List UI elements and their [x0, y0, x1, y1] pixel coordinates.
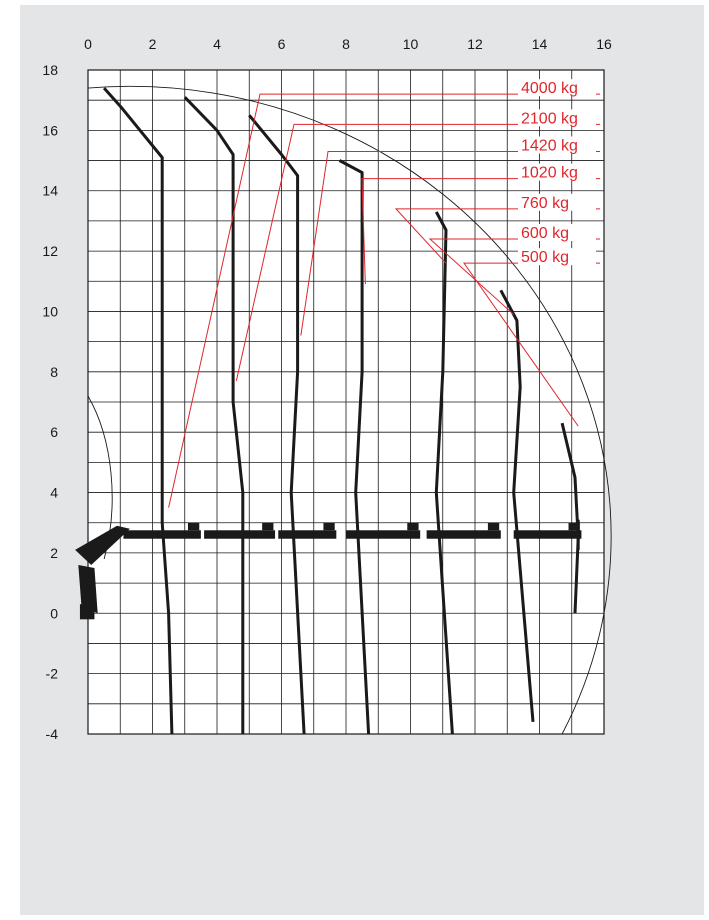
- load-label: 760 kg: [521, 195, 569, 212]
- boom-column: [78, 564, 98, 614]
- load-curve: [499, 289, 535, 723]
- load-labels: 4000 kg 2100 kg 1420 kg 1020 kg 760 kg 600 kg…: [168, 79, 600, 508]
- load-label: 2100 kg: [521, 110, 578, 127]
- boom-knuckle: [75, 525, 130, 565]
- x-tick-label: 16: [596, 36, 612, 52]
- load-curves: [102, 87, 580, 735]
- y-tick-label: 8: [50, 364, 58, 380]
- boom-section: [513, 530, 582, 539]
- x-tick-label: 10: [403, 36, 419, 52]
- label-background: [518, 163, 596, 181]
- boom-section-tip: [187, 522, 200, 531]
- outer-reach-arc: [87, 85, 612, 735]
- y-tick-label: 18: [42, 62, 58, 78]
- label-background: [518, 248, 596, 266]
- y-tick-label: -2: [46, 666, 59, 682]
- label-background: [518, 109, 596, 127]
- x-tick-label: 6: [278, 36, 286, 52]
- y-tick-label: 4: [50, 485, 58, 501]
- label-background: [518, 193, 596, 211]
- y-tick-label: 6: [50, 424, 58, 440]
- load-curve: [434, 211, 454, 735]
- boom-section-tip: [568, 522, 580, 531]
- load-label: 4000 kg: [521, 80, 578, 97]
- boom-section: [278, 530, 337, 539]
- label-leader-line: [300, 150, 600, 336]
- load-curve: [338, 159, 371, 735]
- load-curve: [183, 96, 245, 734]
- y-tick-label: -4: [46, 726, 59, 742]
- boom-base: [79, 604, 95, 620]
- y-tick-label: 14: [42, 183, 58, 199]
- boom-section: [346, 530, 421, 539]
- boom-section: [426, 530, 501, 539]
- boom-section-tip: [487, 522, 500, 531]
- boom-section-tip: [262, 522, 274, 531]
- label-leader-line: [168, 93, 600, 508]
- boom-section-tip: [407, 522, 419, 531]
- x-tick-label: 2: [149, 36, 157, 52]
- x-tick-label: 14: [532, 36, 548, 52]
- crane-boom: [75, 519, 582, 620]
- y-tick-label: 10: [42, 303, 58, 319]
- y-tick-label: 16: [42, 122, 58, 138]
- load-label: 1020 kg: [521, 165, 578, 182]
- x-tick-label: 0: [84, 36, 92, 52]
- axis-ticks: 0 2 4 6 8 10 12 14 16 18 16 14 12 10 8 6 4 2 0 -2 -4: [42, 36, 612, 742]
- x-tick-label: 4: [213, 36, 221, 52]
- y-tick-label: 2: [50, 545, 58, 561]
- label-background: [518, 224, 596, 242]
- y-tick-label: 12: [42, 243, 58, 259]
- load-curve: [248, 114, 306, 735]
- label-background: [518, 136, 596, 154]
- boom-section-tip: [323, 522, 335, 531]
- label-leader-line: [235, 123, 600, 381]
- y-tick-label: 0: [50, 605, 58, 621]
- x-tick-label: 12: [467, 36, 483, 52]
- x-tick-label: 8: [342, 36, 350, 52]
- boom-section: [204, 530, 276, 539]
- load-curve: [560, 422, 580, 614]
- load-label: 600 kg: [521, 225, 569, 242]
- load-label: 500 kg: [521, 249, 569, 266]
- label-background: [518, 79, 596, 97]
- load-label: 1420 kg: [521, 137, 578, 154]
- load-curve: [102, 87, 174, 735]
